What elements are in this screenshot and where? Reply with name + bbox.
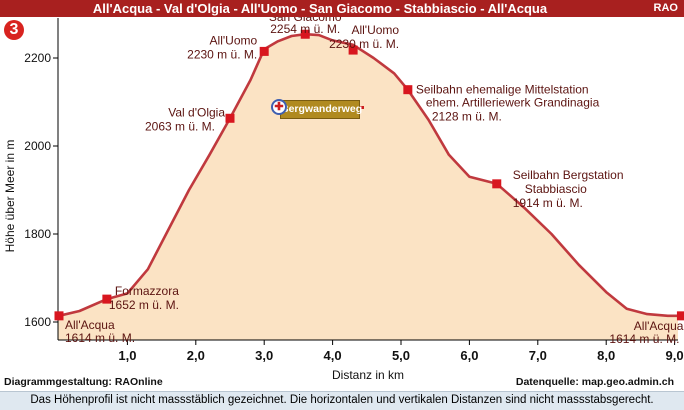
waypoint-elevation: 1614 m ü. M. [609, 332, 679, 346]
waypoint-name: ehem. Artilleriewerk Grandinagia [426, 96, 600, 110]
waypoint-name: Seilbahn ehemalige Mittelstation [416, 83, 589, 97]
waypoint-marker [300, 29, 310, 39]
waypoint-marker [403, 85, 413, 95]
x-tick-label: 6,0 [460, 348, 478, 363]
waypoint-marker [676, 311, 684, 321]
waypoint-name: All'Uomo [210, 33, 258, 47]
trail-sign: Bergwanderweg ✚ [270, 98, 364, 120]
footer-note: Das Höhenprofil ist nicht massstäblich g… [0, 391, 684, 410]
waypoint-marker [492, 179, 502, 189]
y-tick-label: 1600 [24, 315, 51, 329]
x-tick-label: 7,0 [529, 348, 547, 363]
waypoint-elevation: 1614 m ü. M. [65, 331, 135, 345]
waypoint-elevation: 2230 m ü. M. [329, 37, 399, 51]
x-axis-label: Distanz in km [332, 368, 404, 382]
x-tick-label: 8,0 [597, 348, 615, 363]
chart-title: All'Acqua - Val d'Olgia - All'Uomo - San… [92, 1, 548, 16]
waypoint-name: Val d'Olgia [168, 105, 225, 119]
waypoint-name: Stabbiascio [525, 182, 587, 196]
x-tick-label: 3,0 [255, 348, 273, 363]
hiking-trail-sign-icon: ✚ [271, 99, 287, 115]
y-tick-label: 2000 [24, 139, 51, 153]
y-tick-label: 1800 [24, 227, 51, 241]
y-axis-label: Höhe über Meer in m [3, 140, 17, 253]
waypoint-marker [102, 294, 112, 304]
credit-source: Datenquelle: map.geo.admin.ch [515, 376, 674, 388]
waypoint-elevation: 2254 m ü. M. [270, 22, 340, 36]
waypoint-marker [225, 113, 235, 123]
trail-stripe [358, 106, 364, 109]
waypoint-elevation: 2128 m ü. M. [432, 110, 502, 124]
waypoint-elevation: 1652 m ü. M. [109, 298, 179, 312]
waypoint-name: Formazzora [115, 284, 179, 298]
route-number-badge: 3 [4, 20, 24, 40]
waypoint-elevation: 2063 m ü. M. [145, 119, 215, 133]
y-tick-label: 2200 [24, 51, 51, 65]
profile-line [57, 32, 683, 318]
x-tick-label: 2,0 [187, 348, 205, 363]
title-banner: All'Acqua - Val d'Olgia - All'Uomo - San… [0, 0, 684, 17]
waypoint-name: Seilbahn Bergstation [513, 168, 624, 182]
waypoint-name: All'Uomo [351, 23, 399, 37]
x-tick-label: 5,0 [392, 348, 410, 363]
waypoint-elevation: 1914 m ü. M. [513, 196, 583, 210]
waypoint-name: All'Acqua [65, 318, 115, 332]
waypoint-marker [348, 45, 358, 55]
waypoint-marker [259, 46, 269, 56]
waypoint-elevation: 2230 m ü. M. [187, 47, 257, 61]
waypoint-name: All'Acqua [634, 319, 684, 333]
waypoint-marker [54, 311, 64, 321]
x-tick-label: 9,0 [666, 348, 684, 363]
x-tick-label: 1,0 [118, 348, 136, 363]
brand-label: RAO [653, 2, 678, 14]
credit-design: Diagrammgestaltung: RAOnline [4, 376, 163, 388]
profile-area [58, 34, 682, 340]
x-tick-label: 4,0 [324, 348, 342, 363]
trail-sign-label: Bergwanderweg [280, 100, 362, 119]
